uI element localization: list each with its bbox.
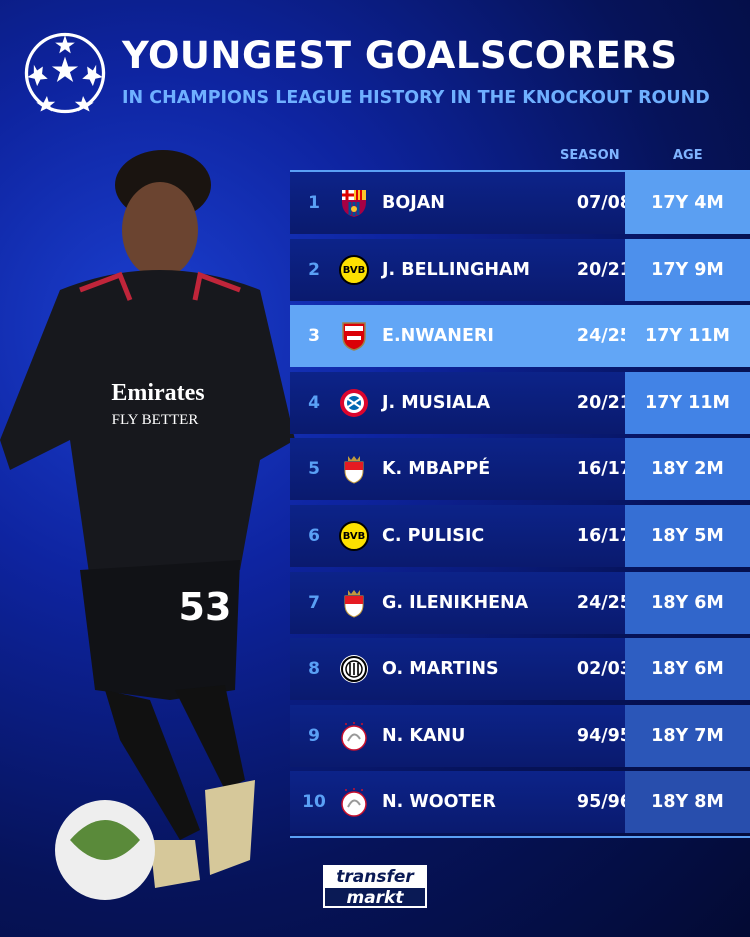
rank: 8 — [308, 659, 320, 680]
season: 24/25 — [576, 326, 632, 347]
bvb-crest-icon: BVB — [338, 520, 370, 552]
age: 18Y 8M — [625, 771, 750, 834]
age-column-header: AGE — [673, 148, 703, 163]
player-name: E.NWANERI — [382, 326, 494, 347]
season: 16/17 — [576, 525, 632, 546]
page-subtitle: IN CHAMPIONS LEAGUE HISTORY IN THE KNOCK… — [122, 88, 710, 108]
table-row: 5 K. MBAPPÉ 16/17 18Y 2M — [290, 438, 750, 501]
age: 17Y 11M — [625, 305, 750, 368]
inter-crest-icon — [338, 653, 370, 685]
rank: 7 — [308, 592, 320, 613]
shirt-number: 53 — [179, 585, 232, 629]
player-name: O. MARTINS — [382, 659, 499, 680]
table-top-border — [290, 170, 750, 172]
season-column-header: SEASON — [560, 148, 620, 163]
table-row: 3 E.NWANERI 24/25 17Y 11M — [290, 305, 750, 368]
monaco-crest-icon — [338, 453, 370, 485]
player-name: J. MUSIALA — [382, 392, 491, 413]
age: 17Y 11M — [625, 371, 750, 434]
table-row: 2 BVB J. BELLINGHAM 20/21 17Y 9M — [290, 238, 750, 301]
age: 17Y 9M — [625, 238, 750, 301]
player-name: N. KANU — [382, 725, 466, 746]
season: 20/21 — [576, 392, 632, 413]
season: 94/95 — [576, 725, 632, 746]
season: 07/08 — [576, 193, 632, 213]
sponsor-tagline: FLY BETTER — [112, 412, 199, 428]
player-name: BOJAN — [382, 193, 445, 213]
barcelona-crest-icon — [338, 187, 370, 219]
rank: 2 — [308, 259, 320, 280]
season: 24/25 — [576, 592, 632, 613]
monaco-crest-icon — [338, 587, 370, 619]
player-name: G. ILENIKHENA — [382, 592, 529, 613]
svg-text:BVB: BVB — [343, 265, 366, 276]
table-bottom-border — [290, 836, 750, 838]
rank: 1 — [308, 193, 320, 213]
svg-text:BVB: BVB — [343, 531, 366, 542]
table-row: 4 J. MUSIALA 20/21 17Y 11M — [290, 371, 750, 434]
rank: 9 — [308, 725, 320, 746]
age: 18Y 6M — [625, 638, 750, 701]
season: 02/03 — [576, 659, 632, 680]
rank: 5 — [308, 459, 320, 480]
ajax-crest-icon — [338, 786, 370, 818]
season: 16/17 — [576, 459, 632, 480]
bvb-crest-icon: BVB — [338, 254, 370, 286]
player-photo: Emirates FLY BETTER 53 — [0, 150, 295, 900]
table-row: 10 N. WOOTER 95/96 18Y 8M — [290, 771, 750, 834]
table-row: 7 G. ILENIKHENA 24/25 18Y 6M — [290, 571, 750, 634]
season: 95/96 — [576, 792, 632, 813]
page-title: YOUNGEST GOALSCORERS — [122, 34, 678, 77]
arsenal-crest-icon — [338, 320, 370, 352]
transfermarkt-logo: transfer markt — [323, 865, 427, 908]
age: 17Y 4M — [625, 172, 750, 234]
player-name: J. BELLINGHAM — [382, 259, 530, 280]
bayern-crest-icon — [338, 387, 370, 419]
player-name: C. PULISIC — [382, 525, 485, 546]
table-row: 9 N. KANU 94/95 18Y 7M — [290, 704, 750, 767]
table-row: 8 O. MARTINS 02/03 18Y 6M — [290, 638, 750, 701]
table-row: 1 BOJAN 07/08 17Y 4M — [290, 172, 750, 234]
rank: 4 — [308, 392, 320, 413]
rank: 3 — [308, 326, 320, 347]
season: 20/21 — [576, 259, 632, 280]
champions-league-starball-icon — [24, 32, 106, 114]
table-row: 6 BVB C. PULISIC 16/17 18Y 5M — [290, 504, 750, 567]
rank: 10 — [302, 792, 326, 813]
player-name: N. WOOTER — [382, 792, 496, 813]
age: 18Y 2M — [625, 438, 750, 501]
rank: 6 — [308, 525, 320, 546]
age: 18Y 6M — [625, 571, 750, 634]
age: 18Y 7M — [625, 704, 750, 767]
ranking-table: 1 BOJAN 07/08 17Y 4M 2 BVB J. BELLINGHAM … — [290, 172, 750, 838]
sponsor-text: Emirates — [111, 380, 204, 406]
player-name: K. MBAPPÉ — [382, 459, 491, 480]
ajax-crest-icon — [338, 720, 370, 752]
age: 18Y 5M — [625, 504, 750, 567]
